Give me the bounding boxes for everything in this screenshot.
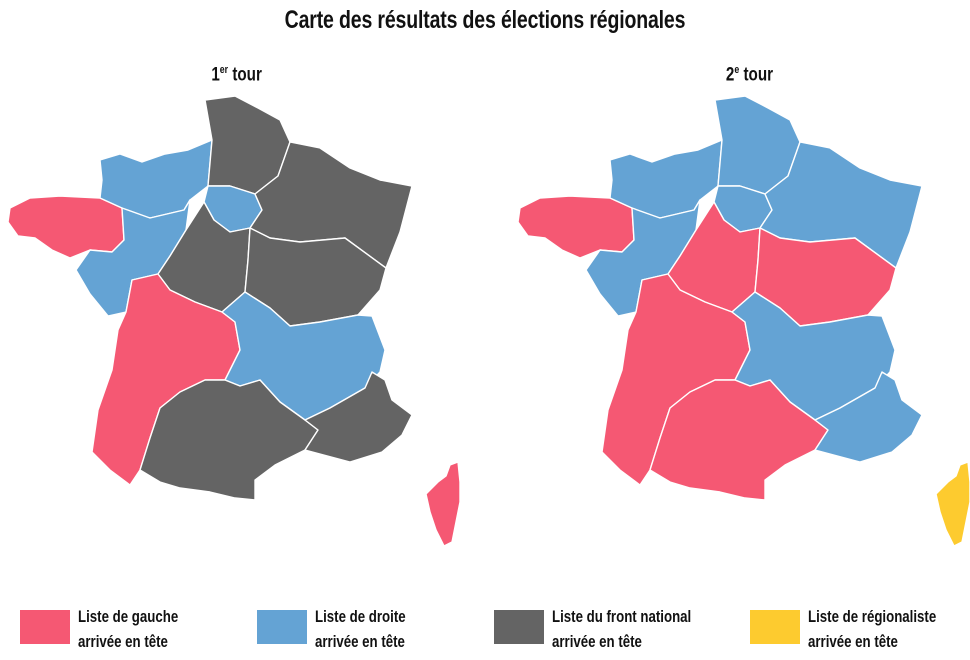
map-title: Carte des résultats des élections région… [284, 6, 686, 34]
legend-label-droite: Liste de droite arrivée en tête [315, 604, 471, 654]
round-2-text: tour [739, 64, 774, 86]
legend-label-fn: Liste du front national arrivée en tête [552, 604, 708, 654]
region-bretagne [517, 195, 635, 259]
france-regions-map [517, 95, 970, 547]
legend-swatch-droite [257, 610, 307, 644]
legend-label-regionaliste: Liste de régionaliste arrivée en tête [808, 604, 964, 654]
legend-swatch-regionaliste [750, 610, 800, 644]
legend-label-gauche: Liste de gauche arrivée en tête [78, 604, 234, 654]
round-2-suffix: e [734, 64, 740, 76]
legend-swatch-gauche [20, 610, 70, 644]
region-normandie [609, 139, 723, 219]
round-1-label: 1er tour [211, 64, 262, 86]
region-corse [425, 461, 461, 547]
round-1-text: tour [228, 64, 262, 86]
region-paca [304, 371, 413, 463]
legend-line2: arrivée en tête [315, 632, 405, 651]
legend-line2: arrivée en tête [808, 632, 898, 651]
legend-line1: Liste de gauche [78, 607, 179, 626]
legend-line2: arrivée en tête [552, 632, 642, 651]
legend-line1: Liste du front national [552, 607, 692, 626]
map-round-2 [510, 90, 970, 555]
round-2-number: 2 [725, 64, 735, 86]
legend-line2: arrivée en tête [78, 632, 168, 651]
region-corse [935, 461, 970, 547]
legend: Liste de gauche arrivée en tête Liste de… [0, 604, 970, 660]
legend-line1: Liste de droite [315, 607, 406, 626]
region-paca [814, 371, 923, 463]
france-regions-map [7, 95, 461, 547]
legend-line1: Liste de régionaliste [808, 607, 937, 626]
legend-swatch-fn [494, 610, 544, 644]
round-2-label: 2e tour [726, 64, 773, 86]
map-round-1 [0, 90, 470, 555]
round-1-suffix: er [219, 64, 229, 76]
region-normandie [99, 139, 213, 219]
round-1-number: 1 [211, 64, 220, 86]
region-bretagne [7, 195, 125, 259]
